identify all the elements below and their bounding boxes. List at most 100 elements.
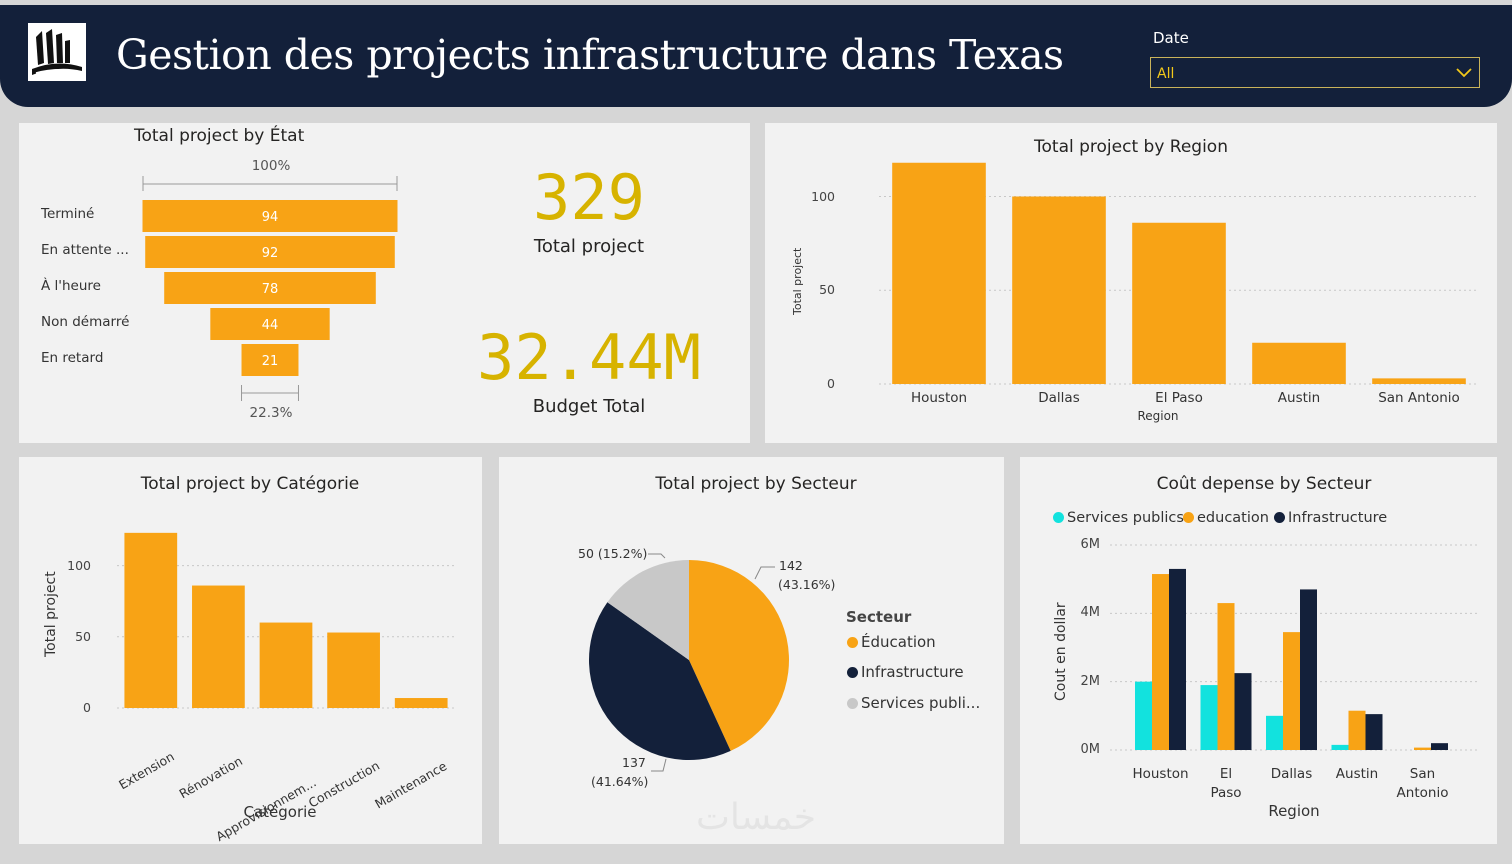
legend-dot-icon — [847, 637, 858, 648]
header-bar: Gestion des projects infrastructure dans… — [0, 5, 1512, 107]
pie-label-infra-pct: (41.64%) — [591, 774, 649, 789]
cost-bar[interactable] — [1217, 603, 1235, 750]
funnel-bottom-percent: 22.3% — [249, 405, 293, 421]
funnel-bar[interactable] — [241, 344, 299, 376]
cout-x-axis-title: Region — [1268, 802, 1320, 820]
y-tick-label: 50 — [75, 628, 91, 644]
cost-bar[interactable] — [1331, 744, 1349, 750]
funnel-category-label: Terminé — [41, 206, 95, 222]
bar[interactable] — [394, 698, 448, 708]
x-tick-label: Dallas — [1038, 390, 1080, 406]
bar[interactable] — [1252, 342, 1346, 384]
region-chart-title: Total project by Region — [1034, 137, 1228, 157]
region-bar-chart — [879, 162, 1479, 385]
categorie-x-axis-title: Catégorie — [243, 803, 317, 821]
funnel-top-percent: 100% — [251, 158, 291, 174]
funnel-category-label: En attente ... — [41, 242, 129, 258]
total-project-label: Total project — [533, 236, 645, 257]
bar[interactable] — [327, 632, 380, 708]
cost-bar[interactable] — [1414, 747, 1431, 750]
y-tick-label: 0M — [1080, 742, 1101, 757]
cout-legend-services[interactable]: Services publics — [1053, 510, 1184, 526]
pie-slice[interactable] — [689, 560, 789, 751]
cout-legend-infrastructure[interactable]: Infrastructure — [1274, 510, 1387, 526]
date-filter-value: All — [1157, 66, 1175, 82]
funnel-bar[interactable] — [210, 308, 330, 340]
bar[interactable] — [124, 532, 178, 708]
chevron-down-icon — [1456, 68, 1472, 78]
cost-bar[interactable] — [1283, 632, 1300, 750]
funnel-bar[interactable] — [164, 272, 376, 304]
x-tick-label: Houston — [910, 390, 968, 406]
cost-bar[interactable] — [1431, 743, 1448, 750]
cost-bar[interactable] — [1234, 673, 1252, 750]
categorie-panel: Total project by Catégorie Total project… — [19, 457, 482, 844]
bar[interactable] — [259, 622, 313, 708]
company-logo — [28, 23, 86, 81]
pie-legend-item-services[interactable]: Services publi... — [847, 694, 980, 712]
budget-total-value: 32.44M — [477, 321, 701, 394]
region-panel: Total project by Region Total project Re… — [765, 123, 1497, 443]
date-filter-dropdown[interactable]: All — [1150, 57, 1480, 88]
bar[interactable] — [892, 162, 986, 384]
pie-slice[interactable] — [589, 602, 731, 760]
funnel-value-label: 44 — [262, 318, 279, 333]
region-x-axis-title: Region — [1137, 409, 1179, 423]
cost-bar[interactable] — [1266, 715, 1283, 750]
x-tick-label: Austin — [1277, 390, 1321, 406]
legend-dot-icon — [847, 698, 858, 709]
pie-label-education-value: 142 — [779, 558, 803, 573]
cost-bar[interactable] — [1348, 710, 1366, 750]
funnel-value-label: 92 — [262, 246, 279, 261]
categorie-bar-chart — [117, 532, 455, 709]
pie-legend-item-infrastructure[interactable]: Infrastructure — [847, 663, 964, 681]
y-tick-label: 6M — [1080, 537, 1101, 552]
cout-chart-title: Coût depense by Secteur — [1156, 474, 1372, 494]
funnel-category-label: Non démarré — [41, 314, 130, 330]
cost-bar[interactable] — [1365, 714, 1383, 750]
funnel-category-label: À l'heure — [41, 278, 101, 294]
pie-label-services: 50 (15.2%) — [578, 546, 648, 561]
etat-panel: Total project by État 100% 94 92 78 44 21 Te… — [19, 123, 750, 443]
funnel-value-label: 94 — [262, 210, 279, 225]
pie-legend-item-education[interactable]: Éducation — [847, 633, 936, 651]
funnel-bar[interactable] — [142, 200, 398, 232]
y-tick-label: 50 — [819, 282, 835, 298]
bar[interactable] — [1372, 378, 1466, 384]
categorie-y-axis-title: Total project — [43, 571, 59, 657]
pie-slice[interactable] — [607, 560, 689, 660]
cout-legend-education[interactable]: education — [1183, 510, 1269, 526]
etat-chart-title: Total project by État — [134, 126, 305, 146]
legend-dot-icon — [1183, 512, 1194, 523]
bar[interactable] — [192, 585, 245, 708]
legend-dot-icon — [1274, 512, 1285, 523]
cost-bar[interactable] — [1169, 568, 1186, 750]
x-tick-label: Austin — [1335, 766, 1379, 782]
cout-clustered-bar-chart — [1110, 544, 1478, 751]
y-tick-label: 0 — [827, 376, 835, 391]
watermark: خمسات — [695, 797, 817, 838]
secteur-panel: Total project by Secteur 50 (15.2%) 142 … — [499, 457, 1004, 844]
total-project-value: 329 — [533, 161, 645, 234]
cost-bar[interactable] — [1200, 685, 1218, 750]
funnel-value-label: 21 — [262, 354, 279, 369]
budget-total-label: Budget Total — [532, 396, 646, 417]
cost-bar[interactable] — [1152, 574, 1169, 750]
y-tick-label: 0 — [83, 700, 91, 715]
cost-bar[interactable] — [1135, 681, 1152, 750]
funnel-bar[interactable] — [145, 236, 395, 268]
building-logo-icon — [32, 29, 82, 75]
categorie-chart-title: Total project by Catégorie — [140, 474, 360, 494]
bar[interactable] — [1132, 222, 1226, 384]
bar[interactable] — [1012, 196, 1106, 385]
y-tick-label: 100 — [811, 188, 835, 204]
y-tick-label: 4M — [1080, 605, 1101, 621]
secteur-chart-title: Total project by Secteur — [655, 474, 857, 494]
pie-legend-title: Secteur — [846, 608, 912, 626]
pie-label-education-pct: (43.16%) — [778, 577, 836, 592]
funnel-category-label: En retard — [41, 350, 104, 366]
date-filter-label: Date — [1153, 29, 1189, 47]
cost-bar[interactable] — [1300, 589, 1317, 750]
x-tick-label: Antonio — [1396, 785, 1449, 801]
x-tick-label: Houston — [1132, 766, 1189, 782]
